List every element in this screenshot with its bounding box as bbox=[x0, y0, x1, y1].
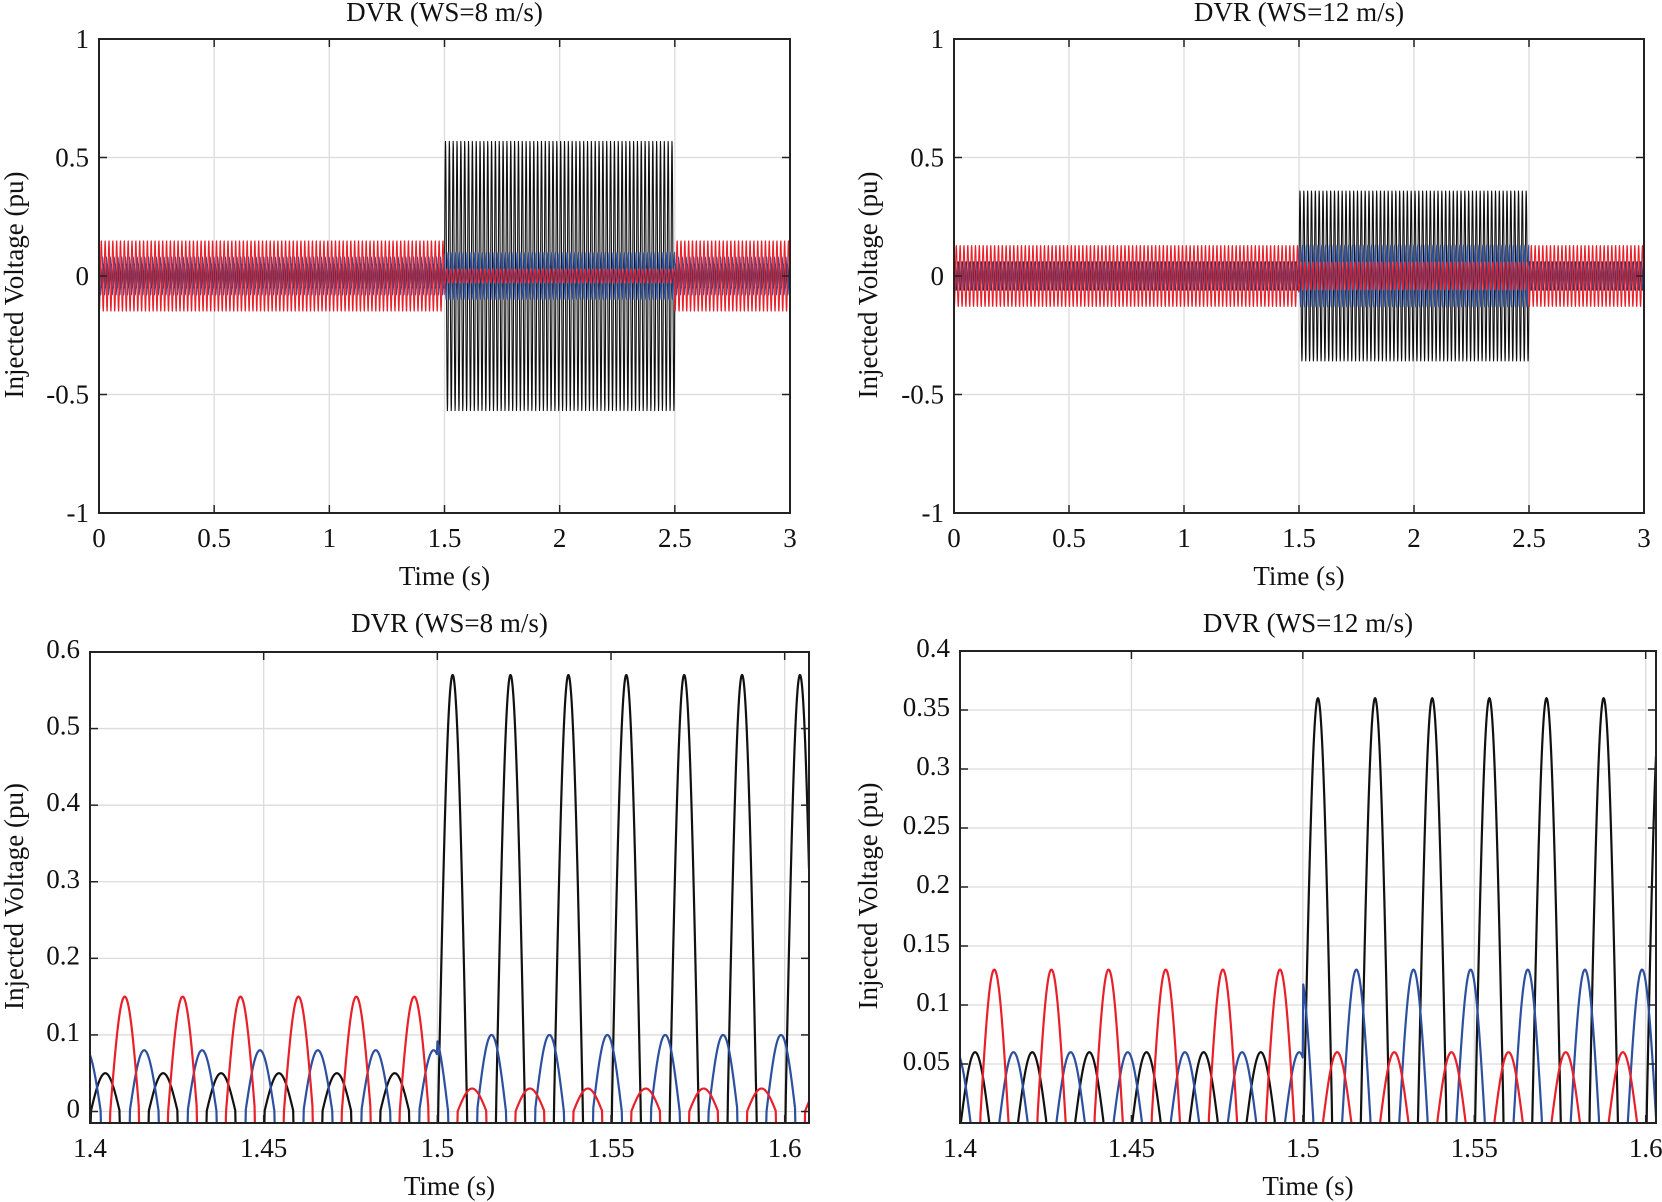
axes-box bbox=[89, 651, 810, 1124]
y-tick-label: 0.5 bbox=[55, 143, 89, 173]
y-tick-label: 0.2 bbox=[916, 869, 950, 899]
x-axis-label: Time (s) bbox=[404, 1171, 495, 1201]
series-group bbox=[954, 190, 1644, 362]
x-tick-label: 2.5 bbox=[658, 523, 692, 553]
y-axis-label: Injected Voltage (pu) bbox=[0, 172, 29, 399]
x-tick-label: 1.6 bbox=[1629, 1133, 1662, 1163]
series-line-1 bbox=[960, 697, 1656, 1123]
chart-title: DVR (WS=12 m/s) bbox=[1194, 0, 1404, 27]
y-tick-label: -0.5 bbox=[46, 380, 89, 410]
chart-panel-3: 1.4 1.45 1.5 1.55 1.6 0 0.1 0.2 0.3 0.4 0.5 0.6 DVR … bbox=[0, 608, 810, 1201]
y-tick-label: 0.1 bbox=[916, 987, 950, 1017]
x-tick-label: 0.5 bbox=[1052, 523, 1086, 553]
series-line-2 bbox=[90, 1033, 797, 1123]
x-tick-label: 1.45 bbox=[240, 1133, 287, 1163]
y-tick-label: 0.5 bbox=[910, 143, 944, 173]
x-tick-label: 1.4 bbox=[943, 1133, 977, 1163]
x-tick-label: 2.5 bbox=[1512, 523, 1546, 553]
y-tick-label: 1 bbox=[931, 24, 945, 54]
series-line-1 bbox=[90, 673, 809, 1123]
y-tick-label: 0.5 bbox=[46, 711, 80, 741]
x-tick-label: 1.6 bbox=[768, 1133, 802, 1163]
chart-panel-1: 0 0.5 1 1.5 2 2.5 3 -1 -0.5 0 0.5 1 DVR (WS=8 m/s) Ti… bbox=[0, 0, 797, 591]
y-tick-label: 0.2 bbox=[46, 940, 80, 970]
x-tick-label: 3 bbox=[1637, 523, 1651, 553]
series-group bbox=[99, 140, 790, 412]
y-tick-label: 0.3 bbox=[916, 751, 950, 781]
y-axis-label: Injected Voltage (pu) bbox=[853, 783, 883, 1010]
y-tick-label: -1 bbox=[67, 498, 90, 528]
x-tick-label: 1.55 bbox=[1451, 1133, 1498, 1163]
y-tick-label: 0 bbox=[67, 1094, 81, 1124]
x-axis-label: Time (s) bbox=[1253, 561, 1344, 591]
y-tick-label: 0 bbox=[931, 261, 945, 291]
x-tick-label: 1 bbox=[1177, 523, 1191, 553]
x-tick-label: 0.5 bbox=[197, 523, 231, 553]
series-line-3 bbox=[954, 245, 1644, 307]
series-line-3 bbox=[108, 995, 809, 1123]
chart-title: DVR (WS=8 m/s) bbox=[346, 0, 543, 27]
chart-panel-2: 0 0.5 1 1.5 2 2.5 3 -1 -0.5 0 0.5 1 DVR (WS=12 m/s) T… bbox=[853, 0, 1651, 591]
y-tick-label: 0.15 bbox=[903, 928, 950, 958]
y-tick-label: -1 bbox=[922, 498, 945, 528]
series-group bbox=[90, 673, 809, 1123]
x-tick-label: 1.5 bbox=[420, 1133, 454, 1163]
y-axis-label: Injected Voltage (pu) bbox=[853, 172, 883, 399]
x-tick-label: 2 bbox=[1407, 523, 1421, 553]
y-tick-label: 0.35 bbox=[903, 692, 950, 722]
x-axis-label: Time (s) bbox=[399, 561, 490, 591]
series-group bbox=[960, 697, 1656, 1123]
y-tick-label: 0.6 bbox=[46, 634, 80, 664]
x-tick-label: 0 bbox=[947, 523, 961, 553]
x-tick-label: 1.4 bbox=[73, 1133, 107, 1163]
y-tick-label: 0.4 bbox=[916, 633, 950, 663]
y-tick-label: 0 bbox=[76, 261, 90, 291]
y-tick-label: 0.3 bbox=[46, 864, 80, 894]
y-tick-label: 0.05 bbox=[903, 1046, 950, 1076]
y-tick-label: 0.25 bbox=[903, 810, 950, 840]
y-tick-label: -0.5 bbox=[901, 380, 944, 410]
x-tick-label: 3 bbox=[783, 523, 797, 553]
series-line-3 bbox=[99, 240, 790, 312]
x-tick-label: 1.45 bbox=[1108, 1133, 1155, 1163]
series-line-3 bbox=[979, 968, 1639, 1123]
chart-title: DVR (WS=12 m/s) bbox=[1203, 608, 1413, 638]
y-axis-label: Injected Voltage (pu) bbox=[0, 783, 29, 1010]
x-axis-label: Time (s) bbox=[1262, 1171, 1353, 1201]
x-tick-label: 2 bbox=[553, 523, 567, 553]
x-tick-label: 1 bbox=[323, 523, 337, 553]
x-tick-label: 0 bbox=[92, 523, 106, 553]
chart-title: DVR (WS=8 m/s) bbox=[351, 608, 548, 638]
series-line-2 bbox=[99, 251, 790, 301]
series-line-2 bbox=[954, 244, 1644, 308]
chart-panel-4: 1.4 1.45 1.5 1.55 1.6 0.05 0.1 0.15 0.2 0.25 0.3 0.… bbox=[853, 608, 1662, 1201]
series-line-2 bbox=[960, 968, 1656, 1123]
y-tick-label: 0.1 bbox=[46, 1017, 80, 1047]
y-tick-label: 0.4 bbox=[46, 787, 80, 817]
x-tick-label: 1.5 bbox=[1286, 1133, 1320, 1163]
y-tick-label: 1 bbox=[76, 24, 90, 54]
x-tick-label: 1.5 bbox=[428, 523, 462, 553]
x-tick-label: 1.55 bbox=[587, 1133, 634, 1163]
x-tick-label: 1.5 bbox=[1282, 523, 1316, 553]
